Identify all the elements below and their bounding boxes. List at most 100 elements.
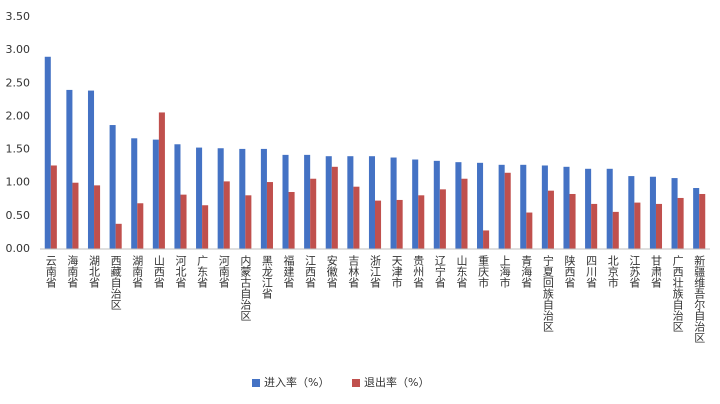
bar	[649, 176, 656, 249]
bar	[504, 172, 511, 249]
bar	[569, 193, 576, 249]
bar	[547, 190, 554, 249]
x-tick-label: 山西省	[152, 255, 165, 289]
bar	[655, 203, 663, 249]
bar	[455, 162, 462, 249]
x-tick-label: 宁夏回族自治区	[541, 254, 554, 332]
x-tick-label: 上海市	[498, 255, 511, 289]
bar	[412, 159, 419, 249]
bar	[152, 139, 159, 249]
bar	[72, 182, 79, 249]
bar	[585, 168, 592, 249]
bar	[325, 156, 332, 249]
bar	[477, 162, 484, 249]
bar	[634, 202, 641, 249]
y-tick-label: 1.00	[6, 176, 31, 189]
x-tick-label: 内蒙古自治区	[239, 254, 252, 321]
x-tick-label: 江西省	[304, 255, 317, 289]
legend-label: 进入率（%）	[264, 375, 329, 389]
bar	[304, 154, 311, 249]
bar	[612, 211, 619, 249]
bar	[223, 181, 230, 249]
legend-swatch	[352, 379, 360, 387]
bar	[498, 164, 505, 249]
bar	[433, 160, 440, 249]
x-tick-label: 青海省	[520, 255, 533, 289]
x-tick-label: 浙江省	[369, 255, 382, 289]
bar	[390, 157, 397, 249]
bar	[94, 185, 101, 249]
bar	[541, 165, 548, 249]
bar	[439, 189, 446, 249]
legend-label: 退出率（%）	[364, 375, 429, 389]
x-tick-label: 云南省	[44, 255, 57, 289]
bar	[239, 148, 246, 249]
x-tick-label: 河北省	[174, 255, 187, 289]
x-tick-label: 江苏省	[628, 255, 641, 289]
x-tick-label: 黑龙江省	[260, 255, 273, 300]
bar	[158, 112, 165, 249]
bar	[628, 176, 635, 249]
bar	[483, 230, 490, 249]
bar	[368, 156, 375, 249]
x-tick-label: 西藏自治区	[109, 255, 122, 310]
bar	[131, 138, 138, 249]
bar	[44, 56, 51, 250]
bar	[288, 191, 295, 249]
x-tick-label: 辽宁省	[433, 255, 446, 289]
bar	[266, 182, 273, 249]
bar	[50, 165, 57, 249]
bar	[109, 125, 116, 249]
bar	[591, 203, 598, 249]
x-tick-label: 广东省	[196, 255, 209, 289]
bar	[180, 194, 187, 249]
bar	[282, 154, 289, 249]
bar	[606, 168, 613, 249]
bar	[260, 148, 267, 249]
y-tick-label: 3.50	[6, 10, 31, 23]
bar	[87, 90, 95, 249]
x-tick-label: 吉林省	[347, 255, 360, 289]
x-tick-label: 湖南省	[131, 255, 144, 289]
y-tick-label: 2.00	[6, 109, 31, 122]
x-tick-label: 新疆维吾尔自治区	[693, 254, 706, 343]
x-tick-label: 山东省	[455, 255, 468, 289]
x-tick-label: 安徽省	[325, 254, 338, 289]
bar	[375, 200, 382, 249]
bar	[526, 212, 533, 249]
x-tick-label: 广西壮族自治区	[671, 255, 684, 332]
x-tick-label: 重庆市	[477, 254, 490, 289]
bar	[347, 156, 354, 249]
x-tick-label: 福建省	[282, 254, 295, 289]
bar	[245, 195, 252, 249]
bar	[196, 147, 203, 249]
bar	[310, 178, 317, 249]
bar	[66, 89, 73, 250]
x-tick-label: 天津市	[390, 255, 403, 289]
x-tick-label: 河南省	[217, 255, 230, 289]
y-tick-label: 0.00	[6, 242, 31, 255]
bar	[217, 148, 224, 249]
bar	[693, 188, 700, 249]
x-tick-label: 贵州省	[412, 255, 425, 289]
bar	[461, 178, 468, 249]
bar	[699, 193, 706, 249]
bar	[202, 205, 209, 249]
y-tick-label: 3.00	[6, 43, 31, 56]
bar	[418, 195, 425, 249]
x-tick-label: 陕西省	[563, 254, 576, 289]
bar	[137, 203, 144, 249]
bar	[115, 223, 122, 249]
legend-swatch	[252, 379, 260, 387]
bar	[174, 144, 181, 249]
y-tick-label: 0.50	[6, 209, 31, 222]
x-tick-label: 湖北省	[88, 255, 101, 289]
bar	[563, 166, 570, 249]
bar	[520, 164, 527, 249]
bar	[331, 166, 338, 249]
bar	[677, 197, 684, 249]
y-tick-label: 1.50	[6, 143, 31, 156]
x-tick-label: 海南省	[66, 254, 79, 289]
x-tick-label: 四川省	[585, 255, 598, 289]
